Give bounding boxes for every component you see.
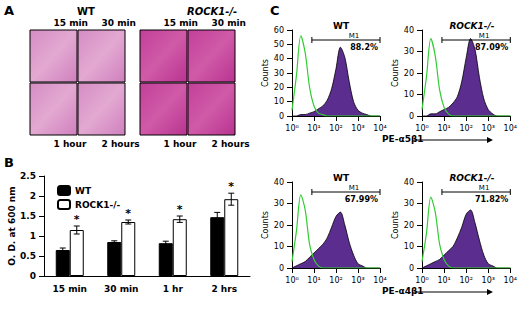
svg-text:10²: 10² xyxy=(329,276,342,285)
svg-text:10⁴: 10⁴ xyxy=(504,276,517,285)
svg-text:20: 20 xyxy=(274,221,284,230)
svg-text:PE-α5β1: PE-α5β1 xyxy=(382,134,424,144)
svg-text:1 hour: 1 hour xyxy=(164,139,197,149)
svg-text:10⁰: 10⁰ xyxy=(415,276,428,285)
svg-text:2 hours: 2 hours xyxy=(212,139,250,149)
svg-text:0: 0 xyxy=(279,112,284,121)
svg-text:87.09%: 87.09% xyxy=(475,43,508,52)
svg-text:10¹: 10¹ xyxy=(307,276,320,285)
svg-text:2 hrs: 2 hrs xyxy=(211,284,237,294)
svg-text:10⁴: 10⁴ xyxy=(504,124,517,133)
svg-text:*: * xyxy=(177,203,183,216)
svg-text:10⁰: 10⁰ xyxy=(285,124,298,133)
svg-text:0: 0 xyxy=(30,271,36,281)
svg-text:0: 0 xyxy=(279,264,284,273)
svg-text:10²: 10² xyxy=(459,276,472,285)
svg-text:ROCK1-/-: ROCK1-/- xyxy=(75,200,120,210)
svg-text:10: 10 xyxy=(404,90,414,99)
svg-text:15 min: 15 min xyxy=(164,18,199,28)
svg-text:10¹: 10¹ xyxy=(437,276,450,285)
svg-text:30: 30 xyxy=(404,47,414,56)
svg-text:15 min: 15 min xyxy=(54,18,89,28)
svg-text:2: 2 xyxy=(30,191,36,201)
svg-text:10⁰: 10⁰ xyxy=(415,124,428,133)
svg-text:O. D. at 600 nm: O. D. at 600 nm xyxy=(7,186,17,265)
svg-text:Counts: Counts xyxy=(261,211,270,239)
svg-text:10²: 10² xyxy=(459,124,472,133)
svg-text:10: 10 xyxy=(274,242,284,251)
svg-text:WT: WT xyxy=(333,21,350,31)
svg-text:10³: 10³ xyxy=(351,276,364,285)
svg-text:1 hour: 1 hour xyxy=(54,139,87,149)
svg-text:30 min: 30 min xyxy=(212,18,247,28)
svg-text:A: A xyxy=(4,3,14,18)
svg-text:10¹: 10¹ xyxy=(307,124,320,133)
svg-text:88.2%: 88.2% xyxy=(350,43,378,52)
svg-text:10³: 10³ xyxy=(482,124,495,133)
svg-text:67.99%: 67.99% xyxy=(345,195,378,204)
svg-text:*: * xyxy=(228,180,234,193)
svg-text:20: 20 xyxy=(404,69,414,78)
svg-text:WT: WT xyxy=(333,173,350,183)
svg-text:30 min: 30 min xyxy=(104,284,139,294)
svg-text:WT: WT xyxy=(77,6,95,17)
svg-text:30: 30 xyxy=(274,69,284,78)
svg-text:2 hours: 2 hours xyxy=(102,139,140,149)
svg-text:50: 50 xyxy=(274,40,284,49)
svg-text:60: 60 xyxy=(274,26,284,35)
svg-text:40: 40 xyxy=(274,54,284,63)
svg-text:Counts: Counts xyxy=(391,59,400,87)
svg-text:Counts: Counts xyxy=(261,59,270,87)
svg-text:M1: M1 xyxy=(349,32,360,40)
svg-text:10: 10 xyxy=(274,97,284,106)
svg-text:*: * xyxy=(74,213,80,226)
svg-text:10²: 10² xyxy=(329,124,342,133)
svg-text:PE-α4β1: PE-α4β1 xyxy=(382,286,424,296)
svg-text:40: 40 xyxy=(274,178,284,187)
svg-text:1.5: 1.5 xyxy=(20,211,36,221)
svg-text:10³: 10³ xyxy=(482,276,495,285)
svg-text:M1: M1 xyxy=(349,184,360,192)
svg-text:1 hr: 1 hr xyxy=(163,284,184,294)
svg-text:10⁴: 10⁴ xyxy=(373,276,386,285)
svg-text:40: 40 xyxy=(404,26,414,35)
svg-text:10³: 10³ xyxy=(351,124,364,133)
svg-text:20: 20 xyxy=(404,221,414,230)
svg-text:2.5: 2.5 xyxy=(20,171,36,181)
svg-text:15 min: 15 min xyxy=(52,284,87,294)
svg-text:B: B xyxy=(4,155,14,170)
svg-text:10¹: 10¹ xyxy=(437,124,450,133)
svg-text:0.5: 0.5 xyxy=(20,251,36,261)
svg-text:0: 0 xyxy=(409,264,414,273)
svg-text:30: 30 xyxy=(404,199,414,208)
svg-text:10: 10 xyxy=(404,242,414,251)
svg-text:30 min: 30 min xyxy=(102,18,137,28)
svg-text:M1: M1 xyxy=(479,32,490,40)
svg-text:10⁴: 10⁴ xyxy=(373,124,386,133)
svg-text:*: * xyxy=(125,207,131,220)
svg-text:WT: WT xyxy=(75,186,92,196)
svg-text:M1: M1 xyxy=(479,184,490,192)
svg-text:10⁰: 10⁰ xyxy=(285,276,298,285)
svg-text:Counts: Counts xyxy=(391,211,400,239)
svg-text:71.82%: 71.82% xyxy=(475,195,508,204)
svg-text:ROCK1-/-: ROCK1-/- xyxy=(187,6,237,17)
svg-text:0: 0 xyxy=(409,112,414,121)
svg-text:ROCK1-/-: ROCK1-/- xyxy=(449,21,494,31)
svg-text:ROCK1-/-: ROCK1-/- xyxy=(449,173,494,183)
svg-text:30: 30 xyxy=(274,199,284,208)
svg-text:20: 20 xyxy=(274,83,284,92)
svg-text:C: C xyxy=(270,3,280,18)
svg-text:1: 1 xyxy=(30,231,36,241)
svg-text:40: 40 xyxy=(404,178,414,187)
